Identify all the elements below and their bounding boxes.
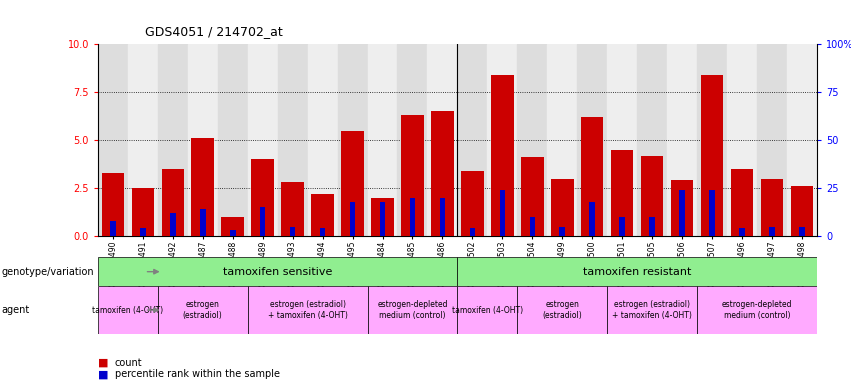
Bar [701, 75, 723, 236]
Bar [380, 202, 386, 236]
Text: genotype/variation: genotype/variation [2, 267, 94, 277]
Bar [799, 227, 805, 236]
Bar [248, 44, 277, 236]
Text: tamoxifen (4-OHT): tamoxifen (4-OHT) [452, 306, 523, 314]
Bar [488, 44, 517, 236]
Text: tamoxifen (4-OHT): tamoxifen (4-OHT) [92, 306, 163, 314]
Bar [397, 44, 427, 236]
Bar [350, 202, 356, 236]
Bar [529, 217, 535, 236]
Bar [787, 44, 817, 236]
Bar [461, 171, 483, 236]
Text: agent: agent [2, 305, 30, 315]
Bar [517, 286, 608, 334]
Bar [140, 228, 146, 236]
Bar [170, 213, 175, 236]
Text: estrogen (estradiol)
+ tamoxifen (4-OHT): estrogen (estradiol) + tamoxifen (4-OHT) [268, 300, 347, 320]
Bar [401, 115, 424, 236]
Bar [521, 157, 544, 236]
Bar [200, 209, 206, 236]
Bar [457, 44, 488, 236]
Bar [671, 180, 694, 236]
Bar [740, 228, 745, 236]
Bar [697, 286, 817, 334]
Text: GDS4051 / 214702_at: GDS4051 / 214702_at [145, 25, 283, 38]
Bar [157, 286, 248, 334]
Bar [547, 44, 577, 236]
Bar [769, 227, 774, 236]
Bar [697, 44, 727, 236]
Text: estrogen (estradiol)
+ tamoxifen (4-OHT): estrogen (estradiol) + tamoxifen (4-OHT) [612, 300, 692, 320]
Bar [577, 44, 608, 236]
Bar [731, 169, 753, 236]
Bar [611, 150, 633, 236]
Text: percentile rank within the sample: percentile rank within the sample [115, 369, 280, 379]
Bar [517, 44, 547, 236]
Bar [132, 188, 154, 236]
Bar [98, 44, 128, 236]
Bar [791, 186, 814, 236]
Bar [188, 44, 218, 236]
Text: estrogen
(estradiol): estrogen (estradiol) [183, 300, 223, 320]
Text: tamoxifen resistant: tamoxifen resistant [583, 266, 691, 277]
Bar [162, 169, 184, 236]
Bar [191, 138, 214, 236]
Text: estrogen-depleted
medium (control): estrogen-depleted medium (control) [722, 300, 792, 320]
Bar [649, 217, 655, 236]
Bar [551, 179, 574, 236]
Bar [307, 44, 338, 236]
Bar [667, 44, 697, 236]
Bar [338, 44, 368, 236]
Bar [608, 286, 697, 334]
Bar [368, 286, 458, 334]
Bar [341, 131, 363, 236]
Bar [727, 44, 757, 236]
Bar [311, 194, 334, 236]
Bar [590, 202, 595, 236]
Bar [157, 44, 188, 236]
Bar [409, 198, 415, 236]
Bar [248, 286, 368, 334]
Bar [221, 217, 244, 236]
Bar [101, 173, 124, 236]
Bar [128, 44, 157, 236]
Text: ■: ■ [98, 358, 108, 368]
Bar [368, 44, 397, 236]
Text: ■: ■ [98, 369, 108, 379]
Bar [608, 44, 637, 236]
Bar [581, 117, 603, 236]
Bar [637, 44, 667, 236]
Bar [320, 228, 325, 236]
Bar [282, 182, 304, 236]
Text: count: count [115, 358, 142, 368]
Bar [230, 230, 236, 236]
Bar [458, 286, 517, 334]
Bar [491, 75, 514, 236]
Bar [277, 44, 307, 236]
Bar [260, 207, 266, 236]
Text: estrogen-depleted
medium (control): estrogen-depleted medium (control) [377, 300, 448, 320]
Bar [290, 227, 295, 236]
Bar [440, 198, 445, 236]
Bar [620, 217, 625, 236]
Bar [757, 44, 787, 236]
Bar [371, 198, 394, 236]
Bar [427, 44, 458, 236]
Bar [709, 190, 715, 236]
Bar [679, 190, 685, 236]
Text: tamoxifen sensitive: tamoxifen sensitive [223, 266, 333, 277]
Bar [110, 221, 116, 236]
Bar [431, 111, 454, 236]
Bar [458, 257, 817, 286]
Bar [470, 228, 475, 236]
Bar [559, 227, 565, 236]
Bar [98, 257, 458, 286]
Bar [761, 179, 783, 236]
Bar [500, 190, 505, 236]
Bar [641, 156, 664, 236]
Bar [251, 159, 274, 236]
Bar [218, 44, 248, 236]
Text: estrogen
(estradiol): estrogen (estradiol) [542, 300, 582, 320]
Bar [98, 286, 157, 334]
